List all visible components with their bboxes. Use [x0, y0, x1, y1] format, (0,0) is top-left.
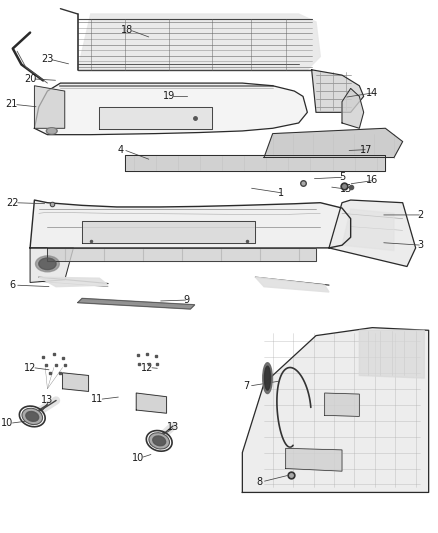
- Polygon shape: [342, 209, 394, 251]
- Polygon shape: [63, 373, 88, 391]
- Text: 13: 13: [41, 395, 53, 406]
- Text: 3: 3: [417, 240, 423, 250]
- Polygon shape: [359, 330, 424, 378]
- Polygon shape: [136, 393, 166, 413]
- Text: 6: 6: [10, 280, 16, 290]
- Text: 7: 7: [244, 381, 250, 391]
- Polygon shape: [125, 155, 385, 171]
- Text: 8: 8: [257, 477, 263, 487]
- Text: 4: 4: [118, 144, 124, 155]
- Text: 16: 16: [366, 175, 378, 185]
- Text: 2: 2: [417, 210, 423, 220]
- Text: 21: 21: [6, 99, 18, 109]
- Polygon shape: [325, 393, 359, 416]
- Polygon shape: [35, 86, 65, 128]
- Text: 12: 12: [141, 362, 153, 373]
- Text: 15: 15: [340, 184, 353, 195]
- Text: 1: 1: [278, 188, 284, 198]
- Text: 14: 14: [366, 87, 378, 98]
- Text: 17: 17: [360, 144, 372, 155]
- Ellipse shape: [149, 433, 170, 449]
- Polygon shape: [82, 221, 255, 243]
- Text: 19: 19: [162, 91, 175, 101]
- Polygon shape: [30, 200, 351, 248]
- Polygon shape: [255, 277, 329, 292]
- Polygon shape: [78, 298, 195, 309]
- Ellipse shape: [153, 436, 166, 446]
- Ellipse shape: [22, 408, 42, 425]
- Ellipse shape: [39, 258, 56, 270]
- Polygon shape: [312, 70, 364, 112]
- Text: 9: 9: [183, 295, 189, 305]
- Text: 10: 10: [1, 418, 14, 429]
- Text: 11: 11: [91, 394, 103, 405]
- Text: 18: 18: [121, 25, 134, 35]
- Text: 20: 20: [24, 74, 36, 84]
- Text: 22: 22: [7, 198, 19, 208]
- Polygon shape: [30, 248, 74, 282]
- Text: 10: 10: [132, 453, 145, 463]
- Text: 23: 23: [41, 54, 53, 64]
- Polygon shape: [342, 88, 364, 128]
- Text: 12: 12: [24, 362, 36, 373]
- Polygon shape: [35, 83, 307, 135]
- Ellipse shape: [26, 411, 39, 421]
- Text: 5: 5: [339, 172, 345, 182]
- Polygon shape: [47, 248, 316, 261]
- Ellipse shape: [263, 363, 272, 393]
- Polygon shape: [242, 328, 429, 492]
- Ellipse shape: [48, 129, 56, 133]
- Ellipse shape: [265, 366, 271, 390]
- Polygon shape: [78, 14, 320, 70]
- Polygon shape: [99, 107, 212, 130]
- Ellipse shape: [35, 256, 59, 272]
- Polygon shape: [39, 277, 108, 287]
- Polygon shape: [329, 200, 416, 266]
- Polygon shape: [286, 448, 342, 471]
- Text: 13: 13: [167, 422, 179, 432]
- Polygon shape: [264, 128, 403, 158]
- Ellipse shape: [46, 128, 57, 134]
